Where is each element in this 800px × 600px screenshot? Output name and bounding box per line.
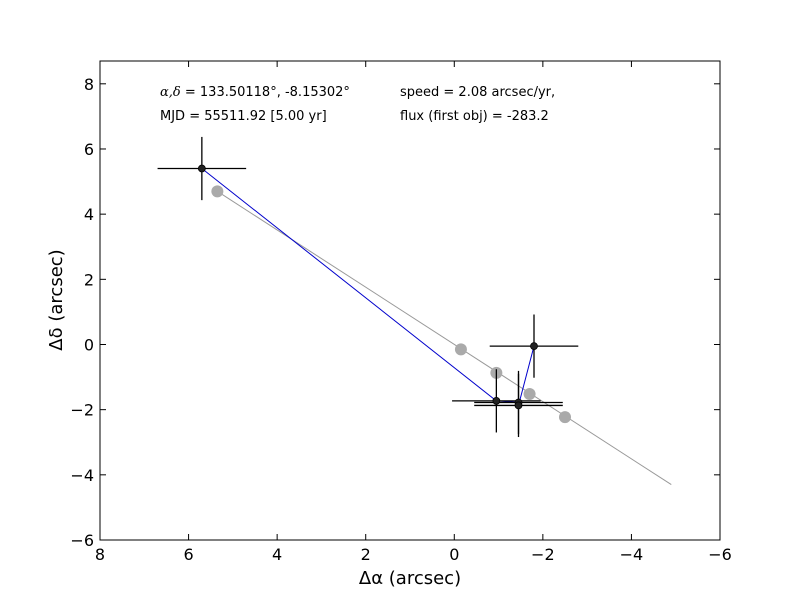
plot-frame (99, 60, 721, 541)
mjd-annotation: MJD = 55511.92 [5.00 yr] (160, 109, 327, 124)
observation-point (492, 396, 501, 405)
observation-point (197, 164, 206, 173)
y-tick-label: 0 (84, 335, 94, 354)
y-tick-label: 6 (84, 140, 94, 159)
flux-annotation: flux (first obj) = -283.2 (400, 109, 549, 124)
observation-point (514, 401, 523, 410)
y-tick-label: −2 (70, 401, 94, 420)
coords-symbol: α,δ (160, 85, 181, 100)
x-tick-label: −2 (531, 545, 555, 564)
axis-ticks: 8 6 4 2 0 −2 −4 −6 −6 −4 −2 0 2 4 6 8 (70, 61, 732, 564)
model-point (559, 411, 571, 424)
model-point (211, 185, 224, 198)
speed-annotation: speed = 2.08 arcsec/yr, (400, 85, 555, 100)
model-point (523, 388, 536, 401)
x-tick-label: 4 (272, 545, 282, 564)
y-tick-label: 8 (84, 75, 94, 94)
x-axis-label: Δα (arcsec) (359, 568, 461, 589)
x-tick-label: 2 (361, 545, 371, 564)
y-tick-label: 2 (84, 270, 94, 289)
x-tick-label: −6 (708, 545, 732, 564)
model-point (454, 343, 467, 356)
y-tick-label: 4 (84, 205, 94, 224)
x-tick-label: 8 (95, 545, 105, 564)
y-axis-label: Δδ (arcsec) (46, 249, 67, 350)
x-tick-label: 6 (183, 545, 193, 564)
y-tick-label: −6 (70, 531, 94, 550)
coords-value: = 133.50118°, -8.15302° (181, 85, 350, 100)
y-tick-label: −4 (70, 466, 94, 485)
plot-area (157, 136, 672, 486)
x-tick-label: 0 (449, 545, 459, 564)
coords-annotation: α,δ = 133.50118°, -8.15302° (160, 85, 350, 100)
x-tick-label: −4 (620, 545, 644, 564)
observation-point (530, 342, 538, 351)
